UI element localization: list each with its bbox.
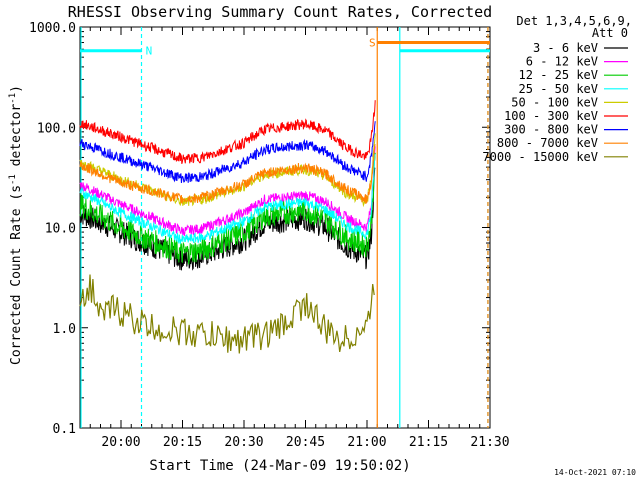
legend-label: 800 - 7000 keV [497,136,598,150]
series-line [79,144,376,205]
legend-header-detectors: Det 1,3,4,5,6,9, [516,14,632,28]
y-tick-label: 100.0 [37,121,76,136]
y-tick-labels: 0.1 1.0 10.0 100.0 1000.0 [29,21,76,437]
series-line [79,274,375,354]
legend-label: 300 - 800 keV [504,123,598,137]
x-tick-label: 20:45 [286,435,325,450]
x-tick-label: 21:30 [470,435,509,450]
legend-label: 100 - 300 keV [504,109,598,123]
series-line [79,167,376,271]
legend-label: 6 - 12 keV [526,55,598,69]
x-tick-label: 21:00 [347,435,386,450]
flag-label: S [369,37,376,50]
footer-timestamp: 14-Oct-2021 07:10 [554,468,636,477]
series-line [79,100,376,164]
series-layer [79,100,376,354]
x-tick-label: 20:15 [163,435,202,450]
chart-title: RHESSI Observing Summary Count Rates, Co… [68,3,492,21]
plot-axes [79,26,491,429]
legend-label: 3 - 6 keV [533,41,598,55]
x-tick-label: 20:30 [224,435,263,450]
x-tick-labels: 20:00 20:15 20:30 20:45 21:00 21:15 21:30 [101,435,509,450]
attenuator-bars: NS [80,37,490,58]
y-axis-label: Corrected Count Rate (s-1 detector-1) [8,85,24,365]
series-line [79,153,376,244]
legend-label: 12 - 25 keV [519,68,598,82]
y-tick-label: 0.1 [53,422,76,437]
legend-label: 25 - 50 keV [519,82,598,96]
x-tick-label: 21:15 [409,435,448,450]
flag-label: N [146,45,153,58]
legend-label: 7000 - 15000 keV [482,150,598,164]
x-tick-label: 20:00 [101,435,140,450]
vertical-markers [80,27,489,428]
x-axis-label: Start Time (24-Mar-09 19:50:02) [149,458,410,474]
series-line [79,121,376,184]
y-tick-label: 1000.0 [29,21,76,36]
legend-label: 50 - 100 keV [511,95,598,109]
series-line [79,146,376,237]
y-tick-label: 1.0 [53,322,76,337]
y-tick-label: 10.0 [45,222,76,237]
legend-header-attenuator: Att 0 [592,26,628,40]
series-line [79,152,376,265]
